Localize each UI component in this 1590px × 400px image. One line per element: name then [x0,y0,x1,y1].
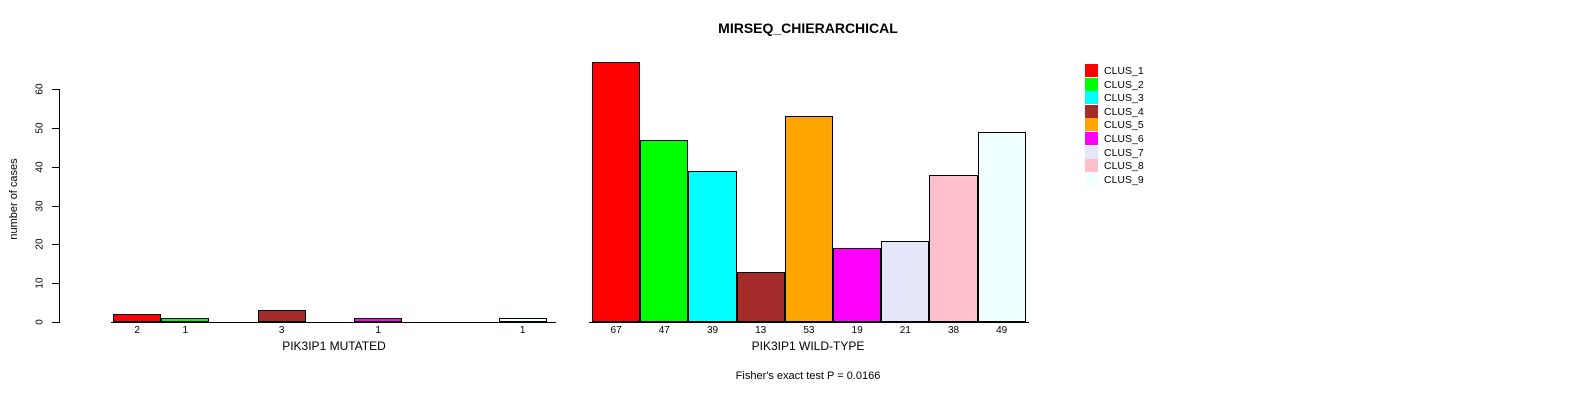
bar-clus_2 [640,140,689,322]
legend-label-clus_4: CLUS_4 [1104,105,1144,118]
legend-label-clus_7: CLUS_7 [1104,146,1144,159]
y-axis-tick-label: 60 [34,83,46,95]
y-axis-tick-label: 40 [34,161,46,173]
bar-clus_6 [354,318,403,322]
legend-swatch-clus_9 [1085,172,1098,186]
legend-label-clus_3: CLUS_3 [1104,92,1144,105]
x-axis-label-wildtype: PIK3IP1 WILD-TYPE [751,339,865,353]
legend-swatch-clus_3 [1085,91,1098,105]
y-axis-tick-label: 20 [34,238,46,250]
bar-clus_2 [161,318,210,322]
bar-count-label: 39 [706,325,719,336]
y-axis-tick [52,205,59,207]
legend-swatch-clus_1 [1085,64,1098,77]
fisher-exact-test-note: Fisher's exact test P = 0.0166 [735,370,881,382]
legend-swatch-clus_2 [1085,77,1098,91]
bar-count-label: 1 [519,325,526,336]
legend-swatch-clus_8 [1085,159,1098,173]
y-axis-tick-label: 30 [34,200,46,212]
bar-count-label: 49 [996,325,1008,336]
bar-clus_9 [977,132,1026,322]
bar-count-label: 38 [947,325,960,336]
bar-count-label: 1 [375,325,381,336]
y-axis-tick-label: 10 [34,277,46,289]
y-axis-tick-label: 0 [34,319,46,325]
bar-count-label: 3 [278,325,285,336]
bar-count-label: 19 [851,325,863,336]
legend-swatch-clus_6 [1085,132,1098,145]
bar-count-label: 21 [899,325,911,336]
y-axis-tick [52,322,59,323]
y-axis-tick [52,244,59,246]
bar-clus_1 [592,62,641,322]
legend-label-clus_8: CLUS_8 [1104,160,1144,173]
y-axis-label: number of cases [8,158,20,240]
bar-count-label: 47 [658,325,670,336]
bar-clus_3 [688,171,737,322]
legend-label-clus_1: CLUS_1 [1104,65,1144,77]
y-axis-line [59,89,60,323]
bar-clus_4 [257,310,306,322]
y-axis-tick [52,89,59,91]
bar-count-label: 1 [182,325,189,336]
y-axis-tick-label: 50 [34,122,46,134]
bar-clus_5 [784,116,833,322]
legend-label-clus_2: CLUS_2 [1104,78,1144,91]
chart-title: MIRSEQ_CHIERARCHICAL [718,20,898,36]
y-axis-tick [52,128,59,129]
bar-clus_7 [881,241,930,322]
x-axis-label-mutated: PIK3IP1 MUTATED [282,339,386,353]
legend-label-clus_6: CLUS_6 [1104,133,1144,145]
bar-clus_1 [113,314,162,322]
bar-count-label: 53 [803,325,815,336]
x-axis-line [589,322,1029,323]
legend-label-clus_5: CLUS_5 [1104,119,1144,132]
bar-count-label: 13 [755,325,767,336]
y-axis-tick [52,166,59,168]
legend-swatch-clus_7 [1085,145,1098,159]
y-axis-tick [52,283,59,285]
legend-swatch-clus_4 [1085,104,1098,118]
bar-count-label: 67 [610,325,622,336]
bar-clus_9 [498,318,547,322]
legend-label-clus_9: CLUS_9 [1104,173,1144,186]
bar-count-label: 2 [134,325,140,336]
bar-clus_4 [736,272,785,322]
bar-clus_8 [929,175,978,322]
x-axis-line [111,322,556,323]
legend-swatch-clus_5 [1085,118,1098,132]
bar-clus_6 [833,248,882,322]
